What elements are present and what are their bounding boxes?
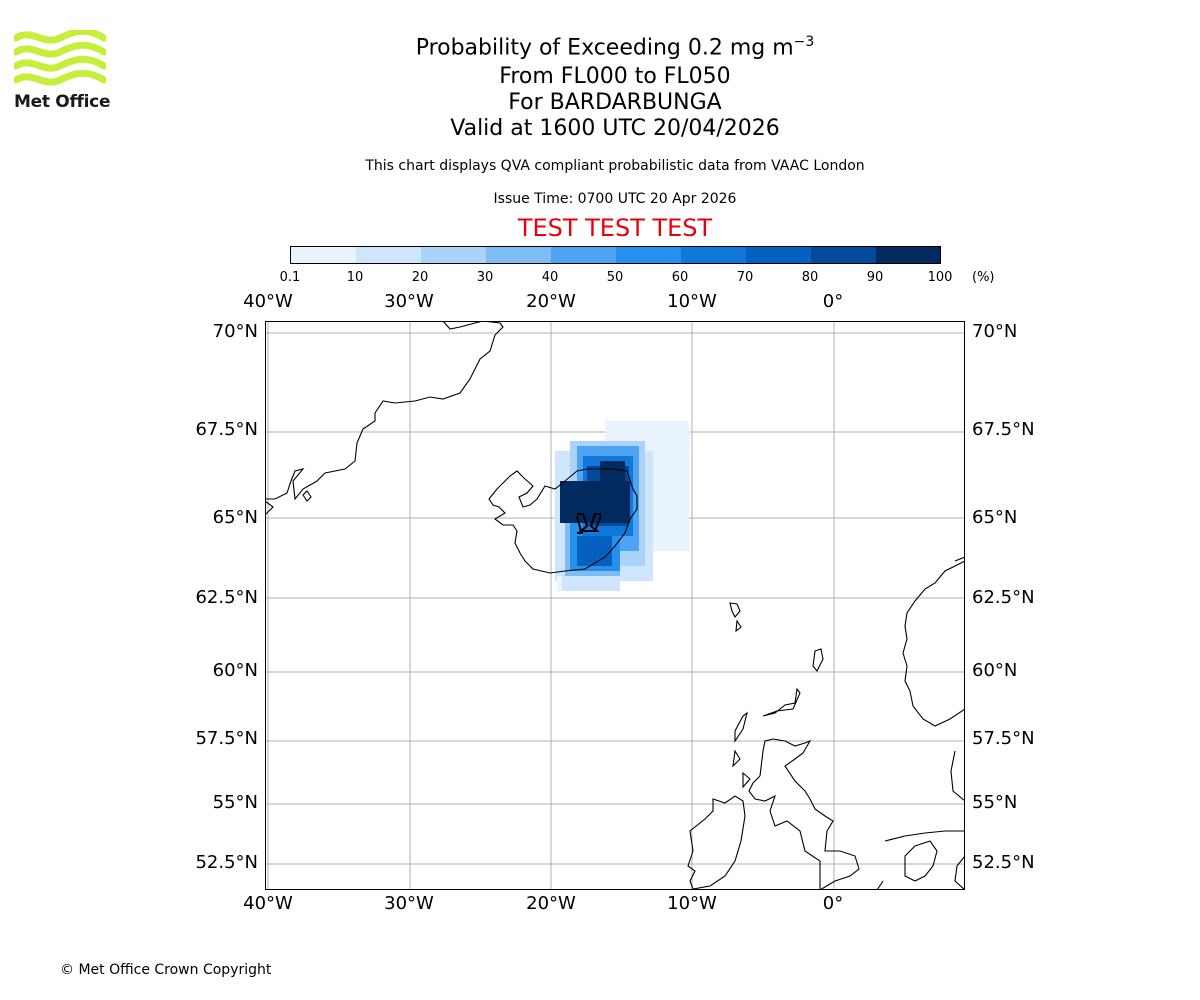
latitude-label: 67.5°N — [972, 419, 1035, 440]
colorbar-segment — [681, 247, 746, 263]
ash-probability-plume — [555, 421, 690, 591]
colorbar-segment — [746, 247, 811, 263]
volcano-marker — [576, 513, 602, 534]
colorbar-segment — [486, 247, 551, 263]
latitude-label: 70°N — [972, 321, 1018, 342]
gridlines — [265, 321, 965, 890]
longitude-label: 0° — [822, 893, 844, 914]
colorbar-tick-label: 100 — [927, 270, 953, 285]
colorbar-unit: (%) — [972, 270, 995, 285]
flight-levels: From FL000 to FL050 — [499, 64, 731, 89]
colorbar-tick-label: 40 — [541, 270, 559, 285]
copyright-notice: © Met Office Crown Copyright — [60, 962, 272, 978]
latitude-label: 65°N — [972, 507, 1018, 528]
colorbar-tick-label: 20 — [411, 270, 429, 285]
colorbar-segment — [356, 247, 421, 263]
latitude-label: 55°N — [972, 792, 1018, 813]
latitude-label: 60°N — [972, 660, 1018, 681]
longitude-label: 10°W — [667, 893, 717, 914]
latitude-label: 52.5°N — [195, 852, 258, 873]
latitude-label: 52.5°N — [972, 852, 1035, 873]
colorbar-frame — [290, 246, 941, 264]
latitude-label: 55°N — [212, 792, 258, 813]
colorbar-tick-label: 90 — [866, 270, 884, 285]
colorbar-tick-label: 70 — [736, 270, 754, 285]
coastlines — [265, 321, 965, 890]
latitude-label: 67.5°N — [195, 419, 258, 440]
chart-title: Probability of Exceeding 0.2 mg m−3 — [415, 34, 815, 61]
colorbar-segment — [291, 247, 356, 263]
latitude-label: 60°N — [212, 660, 258, 681]
longitude-label: 20°W — [526, 893, 576, 914]
longitude-label: 40°W — [243, 893, 293, 914]
met-office-logo-waves — [14, 30, 106, 86]
colorbar-tick-label: 0.1 — [279, 270, 301, 285]
colorbar-segment — [876, 247, 941, 263]
disclaimer-text: This chart displays QVA compliant probab… — [365, 158, 865, 174]
colorbar-segment — [616, 247, 681, 263]
latitude-label: 57.5°N — [972, 728, 1035, 749]
longitude-label: 10°W — [667, 291, 717, 312]
colorbar-tick-label: 10 — [346, 270, 364, 285]
issue-time: Issue Time: 0700 UTC 20 Apr 2026 — [493, 191, 737, 207]
colorbar-tick-label: 60 — [671, 270, 689, 285]
longitude-label: 30°W — [384, 893, 434, 914]
colorbar-tick-label: 30 — [476, 270, 494, 285]
colorbar-segment — [421, 247, 486, 263]
colorbar-segment — [551, 247, 616, 263]
longitude-label: 20°W — [526, 291, 576, 312]
longitude-label: 30°W — [384, 291, 434, 312]
test-banner: TEST TEST TEST — [517, 214, 713, 242]
map-plot — [265, 321, 965, 890]
colorbar — [290, 246, 941, 264]
volcano-name: For BARDARBUNGA — [508, 90, 722, 115]
valid-time: Valid at 1600 UTC 20/04/2026 — [450, 116, 780, 141]
latitude-label: 65°N — [212, 507, 258, 528]
longitude-label: 40°W — [243, 291, 293, 312]
colorbar-segment — [811, 247, 876, 263]
latitude-label: 70°N — [212, 321, 258, 342]
longitude-label: 0° — [822, 291, 844, 312]
logo-text: Met Office — [14, 92, 111, 112]
latitude-label: 62.5°N — [972, 587, 1035, 608]
latitude-label: 62.5°N — [195, 587, 258, 608]
colorbar-tick-label: 80 — [801, 270, 819, 285]
map-frame — [265, 321, 965, 890]
colorbar-tick-label: 50 — [606, 270, 624, 285]
latitude-label: 57.5°N — [195, 728, 258, 749]
